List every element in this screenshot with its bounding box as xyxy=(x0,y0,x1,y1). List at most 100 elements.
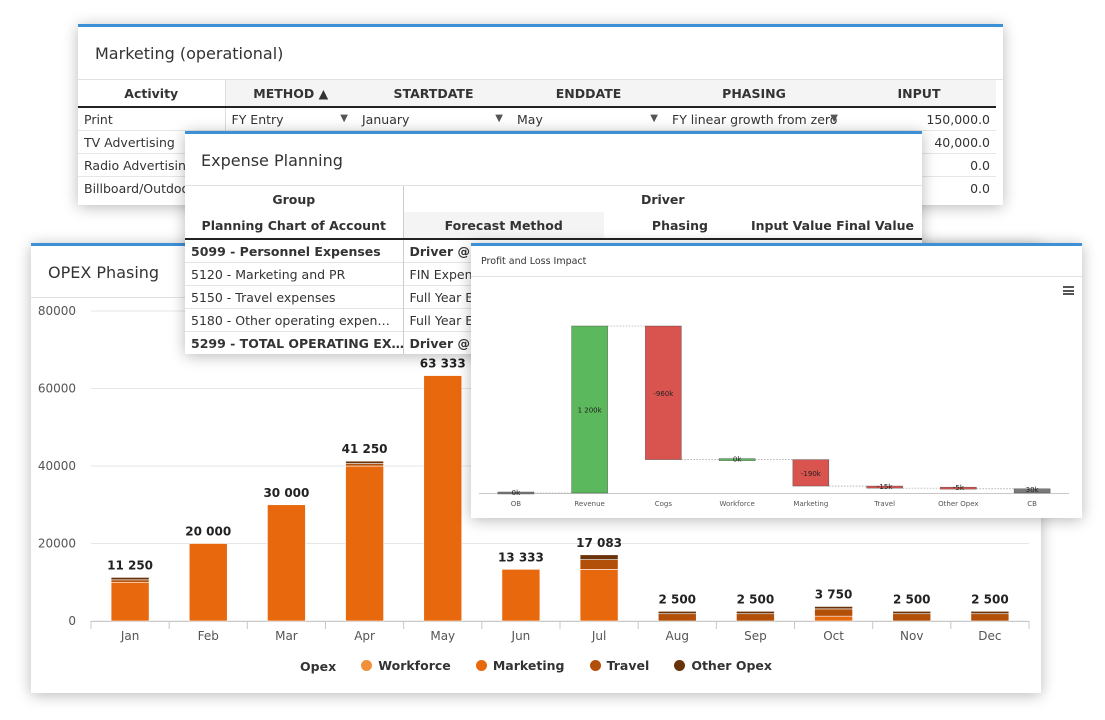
opex-bar-marketing xyxy=(814,615,853,622)
x-tick-label: CB xyxy=(1027,500,1037,508)
method-select[interactable]: FY Entry ▼ xyxy=(231,111,349,127)
x-tick-label: Jun xyxy=(511,629,531,643)
travel-swatch xyxy=(589,660,601,671)
y-tick-label: 40000 xyxy=(38,459,76,473)
opex-title: OPEX Phasing xyxy=(48,263,160,282)
y-tick-label: 0 xyxy=(68,614,76,628)
opex-bar-marketing xyxy=(267,504,306,622)
x-tick-label: Mar xyxy=(275,629,298,643)
data-label: 0k xyxy=(733,456,742,464)
opex-bar-other-opex xyxy=(736,611,775,615)
x-tick-label: Marketing xyxy=(793,500,828,508)
data-label: 0k xyxy=(512,489,521,497)
x-tick-label: Nov xyxy=(900,629,923,643)
expense-planning-panel: Expense Planning Group Driver Planning C… xyxy=(185,131,922,354)
workforce-swatch xyxy=(361,660,373,671)
input-final-header[interactable]: Input Value Final Value xyxy=(750,217,914,233)
opex-bar-other-opex xyxy=(657,611,697,615)
data-label: 30 000 xyxy=(263,486,309,500)
opex-bar-travel xyxy=(345,463,384,467)
data-label: 17 083 xyxy=(576,536,622,550)
expense-table: Group Driver Planning Chart of Account F… xyxy=(185,186,922,354)
dropdown-arrow-icon: ▼ xyxy=(650,113,658,124)
data-label: 2 500 xyxy=(893,592,931,606)
expense-title: Expense Planning xyxy=(201,151,343,170)
x-tick-label: May xyxy=(430,629,455,643)
x-tick-label: Cogs xyxy=(655,500,673,508)
col-startdate[interactable]: STARTDATE xyxy=(356,80,511,107)
data-label: 3 750 xyxy=(815,587,853,601)
marketing-swatch xyxy=(475,660,487,671)
legend-item-marketing[interactable]: Marketing xyxy=(475,658,564,673)
data-label: -5k xyxy=(953,484,965,492)
legend-title: Opex xyxy=(300,659,337,674)
data-label: 1 200k xyxy=(578,407,603,415)
phasing-header[interactable]: Phasing xyxy=(651,217,708,233)
driver-header: Driver xyxy=(640,191,685,207)
data-label: 63 333 xyxy=(420,357,466,371)
legend-item-workforce[interactable]: Workforce xyxy=(361,658,451,673)
marketing-table: Activity METHOD ▲ STARTDATE ENDDATE PHAS… xyxy=(78,80,996,199)
forecast-method-header[interactable]: Forecast Method xyxy=(403,212,604,239)
opex-bar-marketing xyxy=(188,543,228,622)
input-cell[interactable]: 0.0 xyxy=(970,157,990,173)
x-tick-label: Aug xyxy=(666,629,689,643)
legend-item-travel[interactable]: Travel xyxy=(589,658,649,673)
pl-impact-panel: Profit and Loss Impact 0k OB 1 200k Revenue… xyxy=(471,243,1082,518)
opex-bar-travel xyxy=(814,608,853,617)
data-label: 41 250 xyxy=(342,442,388,456)
input-cell[interactable]: 40,000.0 xyxy=(934,134,990,150)
data-label: 20 000 xyxy=(185,525,231,539)
account-cell[interactable]: 5099 - Personnel Expenses xyxy=(185,239,404,263)
account-cell[interactable]: 5180 - Other operating expen… xyxy=(185,308,404,332)
startdate-select[interactable]: January ▼ xyxy=(362,111,503,127)
col-enddate[interactable]: ENDDATE xyxy=(511,80,666,107)
input-cell[interactable]: 0.0 xyxy=(970,180,990,196)
opex-bar-marketing xyxy=(423,375,463,622)
opex-bar-other-opex xyxy=(110,577,150,581)
marketing-title: Marketing (operational) xyxy=(95,44,284,63)
pl-chart: 0k OB 1 200k Revenue -960k Cogs 0k Workforce -19… xyxy=(479,325,1069,508)
waterfall-bar xyxy=(645,325,682,460)
data-label: 2 500 xyxy=(737,592,775,606)
forecast-method-cell[interactable]: FIN Expense xyxy=(409,266,487,282)
x-tick-label: Revenue xyxy=(574,500,605,508)
dropdown-arrow-icon: ▼ xyxy=(495,113,503,124)
col-phasing[interactable]: PHASING xyxy=(666,80,842,107)
x-tick-label: Sep xyxy=(744,629,767,643)
waterfall-bar xyxy=(571,325,608,494)
activity-cell: Print xyxy=(78,107,226,131)
opex-bar-marketing xyxy=(501,569,541,622)
y-tick-label: 80000 xyxy=(38,304,76,318)
data-label: -960k xyxy=(653,390,674,398)
x-tick-label: Oct xyxy=(823,629,844,643)
x-tick-label: Dec xyxy=(978,629,1001,643)
dropdown-arrow-icon: ▼ xyxy=(830,113,838,124)
col-activity[interactable]: Activity xyxy=(78,80,226,107)
col-method[interactable]: METHOD ▲ xyxy=(225,80,356,107)
forecast-method-cell[interactable]: Full Year Est xyxy=(409,289,485,305)
opex-bar-marketing xyxy=(110,581,150,622)
legend-item-other-opex[interactable]: Other Opex xyxy=(674,658,772,673)
col-input[interactable]: INPUT xyxy=(842,80,996,107)
account-cell[interactable]: 5299 - TOTAL OPERATING EX… xyxy=(185,331,404,354)
data-label: -190k xyxy=(801,470,822,478)
x-tick-label: Other Opex xyxy=(938,500,978,508)
account-cell[interactable]: 5120 - Marketing and PR xyxy=(185,262,404,286)
opex-bar-travel xyxy=(657,613,697,622)
x-tick-label: Feb xyxy=(198,629,219,643)
opex-bar-other-opex xyxy=(345,460,384,464)
input-cell[interactable]: 150,000.0 xyxy=(926,111,990,127)
dropdown-arrow-icon: ▼ xyxy=(340,113,348,124)
phasing-select[interactable]: FY linear growth from zero ▼ xyxy=(672,111,838,127)
table-row: Print FY Entry ▼ January ▼ May ▼ FY linear … xyxy=(78,107,996,131)
group-header: Group xyxy=(185,186,404,212)
data-label: 30k xyxy=(1026,486,1040,494)
enddate-select[interactable]: May ▼ xyxy=(517,111,658,127)
forecast-method-cell[interactable]: Full Year Est xyxy=(409,312,485,328)
x-tick-label: Jul xyxy=(591,629,606,643)
hamburger-menu-icon[interactable] xyxy=(1063,286,1074,295)
other-opex-swatch xyxy=(674,660,686,671)
coa-header[interactable]: Planning Chart of Account xyxy=(185,212,404,239)
account-cell[interactable]: 5150 - Travel expenses xyxy=(185,285,404,309)
